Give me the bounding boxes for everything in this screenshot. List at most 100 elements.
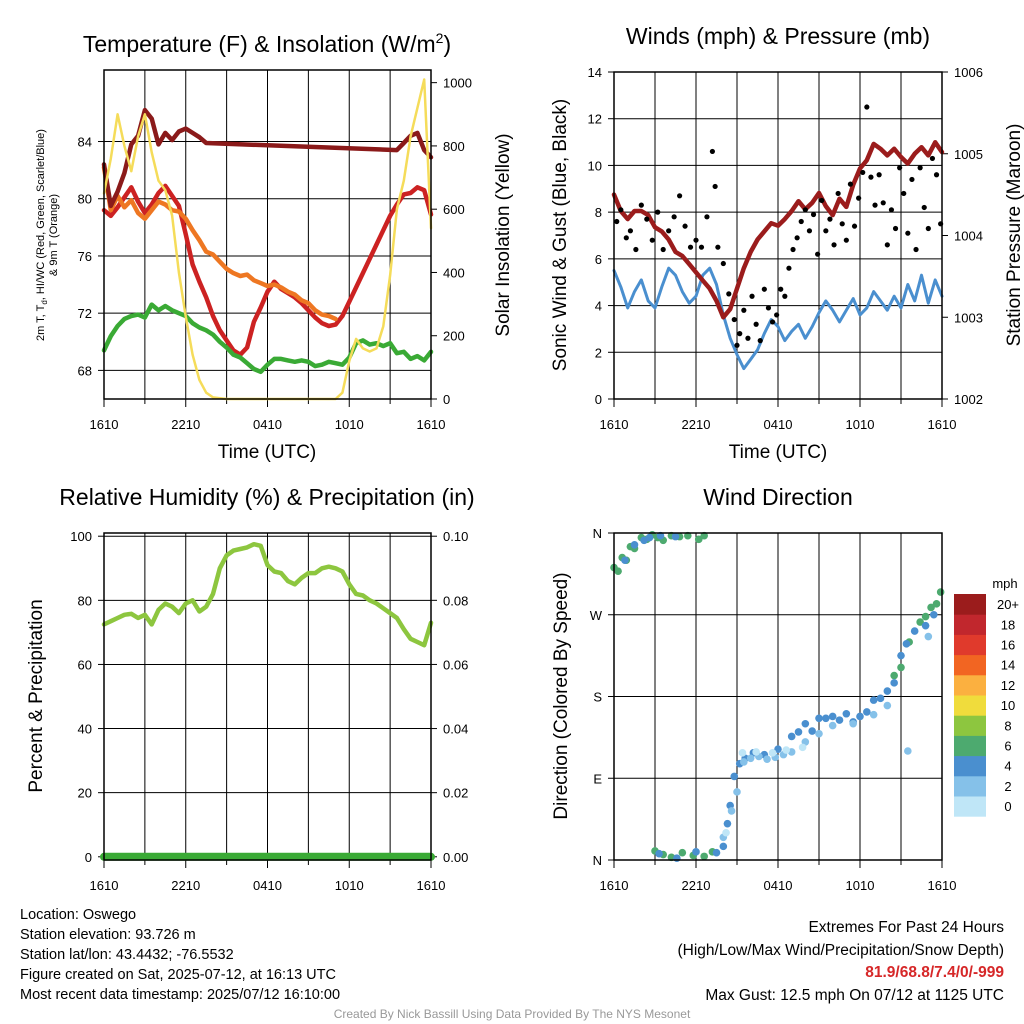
humidity-ytick-right-label: 0.06 (443, 657, 468, 672)
wind-direction-point (890, 679, 898, 687)
wind-gust-point (905, 230, 911, 236)
winds-xtick-label: 1610 (600, 417, 629, 432)
winds-xtick-label: 1010 (846, 417, 875, 432)
wind-direction-point (828, 712, 837, 721)
wind-gust-point (921, 204, 927, 211)
direction-left-axis-label: Direction (Colored By Speed) (551, 572, 572, 819)
wind-direction-point (723, 819, 732, 828)
wind-direction-point (904, 747, 912, 755)
wind-direction-point (738, 749, 747, 757)
wind-direction-point (822, 714, 830, 723)
direction-ytick-label: W (590, 608, 603, 623)
wind-direction-point (849, 719, 857, 728)
humidity-ytick-right-label: 0.10 (443, 529, 468, 544)
humidity-panel-title: Relative Humidity (%) & Precipitation (i… (59, 484, 474, 510)
wind-direction-point (801, 719, 810, 728)
wind-gust-point (633, 246, 639, 253)
temperature-ytick-right-label: 400 (443, 265, 465, 280)
sonic-wind-line (612, 266, 944, 371)
winds-xtick-label: 0410 (764, 417, 793, 432)
wind-direction-point (700, 531, 708, 540)
winds-ytick-right-label: 1005 (954, 147, 983, 162)
temperature-ytick-right-label: 800 (443, 139, 465, 154)
temperature-axes-border (103, 69, 432, 400)
colorbar-swatch (954, 695, 986, 716)
credit-line: Created By Nick Bassill Using Data Provi… (333, 1007, 691, 1021)
wind-gust-point (860, 169, 866, 176)
wind-gust-point (897, 165, 903, 171)
wind-direction-point (808, 727, 816, 735)
wind-gust-point (835, 190, 841, 197)
winds-ytick-label: 12 (588, 112, 602, 127)
winds-ytick-label: 8 (595, 205, 602, 220)
wind-direction-point (763, 755, 771, 763)
winds-ytick-label: 14 (588, 65, 602, 80)
humidity-plot: 0 20 40 60 80 100 0.00 0.02 0.04 0.06 0.08 0.10 1610… (70, 529, 468, 893)
station-elevation: Station elevation: 93.726 m (20, 927, 196, 943)
wind-direction-point (645, 533, 654, 542)
wind-gust-point (913, 246, 919, 253)
wind-gust-point (712, 183, 718, 190)
temperature-xtick-label: 2210 (171, 417, 200, 432)
winds-ytick-right-label: 1003 (954, 310, 983, 325)
wind-direction-point (727, 807, 736, 815)
direction-xtick-label: 0410 (764, 878, 793, 893)
humidity-xtick-label: 2210 (171, 878, 200, 893)
station-info: Location: Oswego Station elevation: 93.7… (20, 905, 340, 1005)
wind-gust-point (698, 244, 705, 250)
colorbar-label: 8 (1004, 718, 1011, 733)
wind-direction-point (869, 696, 878, 704)
wind-direction-point (692, 848, 700, 856)
station-pressure-line (611, 140, 945, 320)
colorbar-title: mph (992, 576, 1017, 591)
wind-gust-point (856, 195, 862, 201)
wind-direction-point (752, 748, 760, 756)
wind-gust-point (704, 214, 710, 220)
winds-ytick-right-label: 1002 (954, 392, 983, 407)
wind-direction-point (746, 754, 755, 763)
direction-axes-border (613, 532, 943, 861)
wind-direction-point (835, 716, 844, 724)
wind-gust-point (666, 228, 672, 234)
direction-xtick-label: 1610 (928, 878, 957, 893)
colorbar-label: 0 (1004, 799, 1011, 814)
colorbar-swatch (954, 775, 986, 797)
wind-gust-point (810, 211, 817, 218)
max-gust: Max Gust: 12.5 mph On 07/12 at 1125 UTC (705, 986, 1004, 1004)
wind-direction-point (902, 640, 911, 648)
wind-direction-point (936, 588, 945, 596)
winds-ytick-label: 4 (595, 299, 602, 314)
colorbar-swatch (954, 735, 986, 757)
station-location: Location: Oswego (20, 907, 137, 923)
wind-gust-point (741, 307, 747, 313)
wind-direction-point (694, 535, 703, 544)
wind-gust-point (731, 316, 737, 323)
wind-direction-point (774, 745, 782, 753)
colorbar-swatch (954, 796, 986, 817)
wind-gust-point (909, 176, 915, 183)
temperature-red-line (101, 183, 434, 357)
temperature-ytick-right-label: 0 (443, 392, 450, 407)
wind-gust-point (892, 225, 899, 232)
winds-xtick-label: 1610 (928, 417, 957, 432)
wind-gust-point (709, 148, 716, 155)
temperature-orange-line (101, 165, 338, 322)
wind-gust-point (786, 265, 792, 271)
wind-gust-point (933, 172, 940, 178)
wind-gust-point (880, 200, 886, 206)
colorbar-swatch (954, 634, 986, 656)
colorbar-label: 6 (1004, 739, 1011, 754)
humidity-ytick-right-label: 0.02 (443, 786, 468, 801)
wind-direction-point (910, 627, 919, 635)
wind-direction-point (678, 848, 687, 857)
temperature-ytick-right-label: 600 (443, 202, 465, 217)
wind-direction-point (930, 610, 938, 619)
direction-ytick-label: E (593, 771, 602, 786)
wind-gust-point (745, 335, 751, 341)
wind-gust-point (623, 235, 629, 241)
winds-left-axis-label: Sonic Wind & Gust (Blue, Black) (550, 99, 571, 371)
wind-gust-point (774, 312, 780, 318)
wind-gust-point (794, 235, 800, 241)
temperature-ytick-label: 68 (78, 363, 92, 378)
wind-direction-point (768, 749, 777, 757)
